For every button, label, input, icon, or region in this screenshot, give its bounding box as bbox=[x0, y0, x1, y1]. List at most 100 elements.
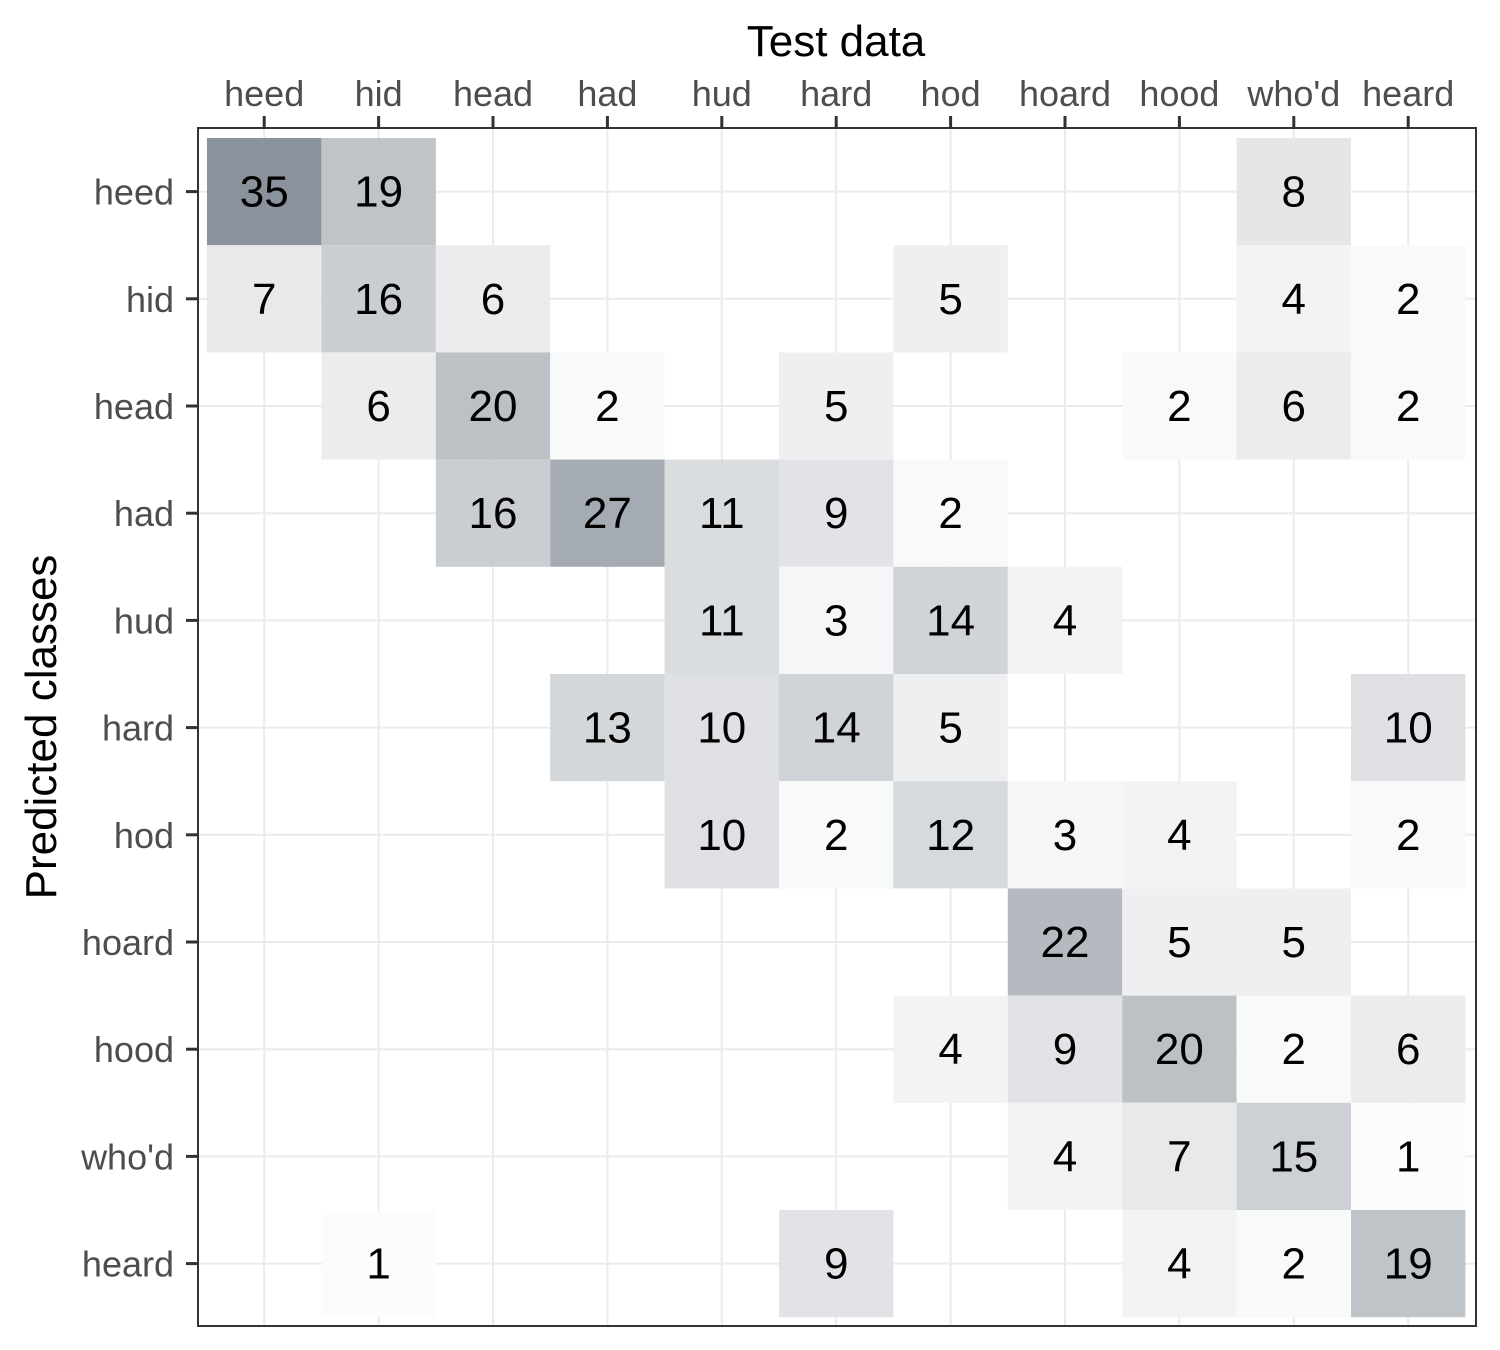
cell-value-heard-whod: 2 bbox=[1282, 1240, 1306, 1289]
cell-value-head-head: 20 bbox=[469, 382, 518, 431]
cell-value-hard-hard: 14 bbox=[812, 704, 861, 753]
heatmap-cell-hard-hard bbox=[779, 674, 894, 782]
heatmap-cell-hard-hud bbox=[664, 674, 779, 782]
heatmap-cell-hod-hood bbox=[1122, 781, 1237, 889]
cell-value-head-hard: 5 bbox=[824, 382, 848, 431]
heatmap-cell-had-had bbox=[550, 459, 665, 567]
cell-value-hud-hoard: 4 bbox=[1053, 596, 1077, 645]
heatmap-cell-heard-hood bbox=[1122, 1210, 1237, 1318]
cell-value-had-head: 16 bbox=[469, 489, 518, 538]
heatmap-cell-head-whod bbox=[1236, 352, 1351, 460]
heatmap-cell-hud-hoard bbox=[1007, 566, 1123, 674]
cell-value-hod-hood: 4 bbox=[1167, 811, 1191, 860]
heatmap-cell-had-hud bbox=[664, 459, 779, 567]
heatmap-cell-heed-hid bbox=[321, 138, 436, 246]
x-tick-label-hud: hud bbox=[692, 73, 752, 114]
heatmap-cell-hid-heed bbox=[207, 245, 322, 353]
y-tick-label-heard: heard bbox=[82, 1244, 174, 1285]
cell-value-heard-heard: 19 bbox=[1384, 1240, 1433, 1289]
heatmap-cell-hod-hud bbox=[664, 781, 779, 889]
heatmap-cell-hud-hard bbox=[779, 566, 894, 674]
cell-value-head-hid: 6 bbox=[366, 382, 390, 431]
cell-value-hod-hud: 10 bbox=[697, 811, 746, 860]
heatmap-cell-hood-hood bbox=[1122, 995, 1237, 1103]
x-tick-label-heard: heard bbox=[1362, 73, 1454, 114]
cell-value-had-hard: 9 bbox=[824, 489, 848, 538]
heatmap-cell-hood-heard bbox=[1351, 995, 1466, 1103]
heatmap-cell-whod-hoard bbox=[1007, 1102, 1123, 1210]
heatmap-cell-had-hard bbox=[779, 459, 894, 567]
x-tick-label-hood: hood bbox=[1139, 73, 1219, 114]
heatmap-cell-hoard-hoard bbox=[1007, 888, 1123, 996]
y-tick-label-whod: who'd bbox=[80, 1136, 174, 1177]
cell-value-hood-whod: 2 bbox=[1282, 1025, 1306, 1074]
heatmap-cell-head-head bbox=[435, 352, 551, 460]
heatmap-cell-whod-heard bbox=[1351, 1102, 1466, 1210]
cell-value-hood-hoard: 9 bbox=[1053, 1025, 1077, 1074]
heatmap-cell-had-hod bbox=[893, 459, 1008, 567]
y-tick-label-hood: hood bbox=[94, 1029, 174, 1070]
y-tick-label-heed: heed bbox=[94, 172, 174, 213]
cell-value-hid-heed: 7 bbox=[252, 275, 276, 324]
heatmap-cell-hod-hod bbox=[893, 781, 1008, 889]
cell-layer bbox=[207, 138, 1466, 1318]
x-tick-label-whod: who'd bbox=[1246, 73, 1340, 114]
tick-layer: heed hid head had hud hard hod hoard hood who'd he… bbox=[80, 73, 1454, 1285]
heatmap-cell-whod-whod bbox=[1236, 1102, 1351, 1210]
cell-value-heed-whod: 8 bbox=[1282, 168, 1306, 217]
cell-label-layer: 35 19 87 16 6 5 4 26 20 2 5 2 6 216 27 11 9 211 3 14 413 10 14… bbox=[240, 168, 1433, 1289]
heatmap-cell-hid-whod bbox=[1236, 245, 1351, 353]
cell-value-hid-hid: 16 bbox=[354, 275, 403, 324]
cell-value-hod-hoard: 3 bbox=[1053, 811, 1077, 860]
y-axis-title: Predicted classes bbox=[17, 555, 66, 900]
heatmap-cell-hid-hod bbox=[893, 245, 1008, 353]
heatmap-cell-hoard-hood bbox=[1122, 888, 1237, 996]
cell-value-whod-hood: 7 bbox=[1167, 1132, 1191, 1181]
cell-value-head-hood: 2 bbox=[1167, 382, 1191, 431]
cell-value-hood-hood: 20 bbox=[1155, 1025, 1204, 1074]
cell-value-hud-hard: 3 bbox=[824, 596, 848, 645]
cell-value-had-hud: 11 bbox=[699, 489, 745, 538]
cell-value-hard-had: 13 bbox=[583, 704, 632, 753]
heatmap-cell-hod-hard bbox=[779, 781, 894, 889]
cell-value-hid-whod: 4 bbox=[1282, 275, 1306, 324]
cell-value-heard-hood: 4 bbox=[1167, 1240, 1191, 1289]
cell-value-heard-hid: 1 bbox=[366, 1240, 390, 1289]
cell-value-heard-hard: 9 bbox=[824, 1240, 848, 1289]
heatmap-cell-heed-heed bbox=[207, 138, 322, 246]
cell-value-had-hod: 2 bbox=[938, 489, 962, 538]
heatmap-cell-head-hid bbox=[321, 352, 436, 460]
heatmap-cell-hood-hod bbox=[893, 995, 1008, 1103]
cell-value-hud-hod: 14 bbox=[926, 596, 975, 645]
cell-value-hard-hud: 10 bbox=[697, 704, 746, 753]
cell-value-hood-hod: 4 bbox=[938, 1025, 962, 1074]
heatmap-cell-head-hood bbox=[1122, 352, 1237, 460]
cell-value-hod-hard: 2 bbox=[824, 811, 848, 860]
x-tick-label-hoard: hoard bbox=[1019, 73, 1111, 114]
heatmap-cell-heard-whod bbox=[1236, 1210, 1351, 1318]
cell-value-had-had: 27 bbox=[583, 489, 632, 538]
cell-value-head-heard: 2 bbox=[1396, 382, 1420, 431]
cell-value-whod-whod: 15 bbox=[1269, 1132, 1318, 1181]
cell-value-head-had: 2 bbox=[595, 382, 619, 431]
cell-value-heed-heed: 35 bbox=[240, 168, 289, 217]
heatmap-cell-hood-whod bbox=[1236, 995, 1351, 1103]
heatmap-cell-heard-hard bbox=[779, 1210, 894, 1318]
x-tick-label-heed: heed bbox=[224, 73, 304, 114]
y-tick-label-head: head bbox=[94, 386, 174, 427]
heatmap-cell-head-heard bbox=[1351, 352, 1466, 460]
x-tick-label-hard: hard bbox=[800, 73, 872, 114]
y-tick-label-hod: hod bbox=[114, 815, 174, 856]
heatmap-cell-hod-hoard bbox=[1007, 781, 1123, 889]
cell-value-whod-hoard: 4 bbox=[1053, 1132, 1077, 1181]
y-tick-label-hud: hud bbox=[114, 600, 174, 641]
heatmap-cell-heed-whod bbox=[1236, 138, 1351, 246]
cell-value-hid-hod: 5 bbox=[938, 275, 962, 324]
cell-value-hud-hud: 11 bbox=[699, 596, 745, 645]
x-tick-label-head: head bbox=[453, 73, 533, 114]
heatmap-cell-hud-hod bbox=[893, 566, 1008, 674]
heatmap-cell-hud-hud bbox=[664, 566, 779, 674]
heatmap-cell-hoard-whod bbox=[1236, 888, 1351, 996]
cell-value-hoard-whod: 5 bbox=[1282, 918, 1306, 967]
